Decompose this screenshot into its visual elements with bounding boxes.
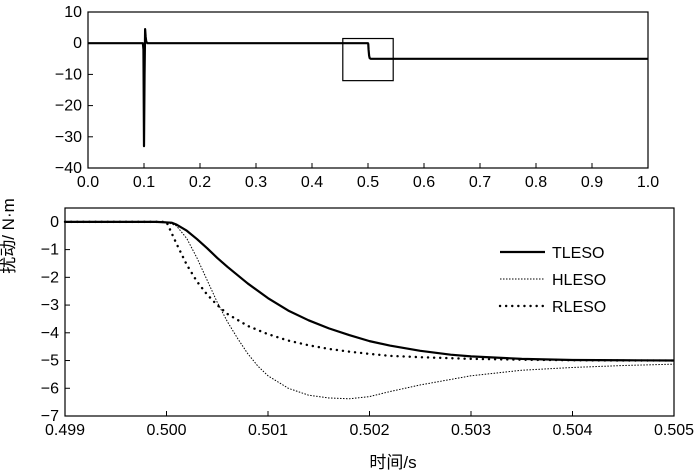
plot-frame bbox=[87, 11, 649, 169]
x-tick-label: 0.499 bbox=[45, 422, 85, 439]
y-tick-label: −10 bbox=[55, 66, 82, 83]
y-tick-label: −7 bbox=[41, 408, 59, 425]
x-tick-label: 0.8 bbox=[525, 174, 547, 191]
y-tick-label: −20 bbox=[55, 98, 82, 115]
x-tick-label: 0.3 bbox=[245, 174, 267, 191]
legend-label-rleso: RLESO bbox=[552, 299, 606, 316]
y-tick-label: −2 bbox=[41, 269, 59, 286]
x-tick-label: 0.9 bbox=[581, 174, 603, 191]
series-line-rleso bbox=[63, 220, 676, 362]
y-tick-label: −1 bbox=[41, 242, 59, 259]
x-tick-label: 0.1 bbox=[133, 174, 155, 191]
y-tick-label: 0 bbox=[73, 35, 82, 52]
x-tick-label: 0.5 bbox=[357, 174, 379, 191]
x-tick-label: 0.500 bbox=[146, 422, 186, 439]
y-tick-label: −40 bbox=[55, 160, 82, 177]
x-tick-label: 0.0 bbox=[77, 174, 99, 191]
series-line-hleso bbox=[65, 221, 675, 400]
legend-label-tleso: TLESO bbox=[552, 245, 604, 262]
x-tick-label: 1.0 bbox=[637, 174, 659, 191]
y-tick-label: −30 bbox=[55, 129, 82, 146]
y-tick-label: −4 bbox=[41, 325, 59, 342]
x-tick-label: 0.503 bbox=[451, 422, 491, 439]
x-tick-label: 0.501 bbox=[248, 422, 288, 439]
y-tick-label: −6 bbox=[41, 380, 59, 397]
y-tick-label: −5 bbox=[41, 353, 59, 370]
x-tick-label: 0.504 bbox=[552, 422, 592, 439]
series-line-tleso bbox=[65, 220, 675, 362]
zoom-region-box bbox=[342, 37, 394, 82]
x-tick-label: 0.4 bbox=[301, 174, 323, 191]
y-tick-label: 0 bbox=[50, 214, 59, 231]
bottom-panel: 0.499 0.500 0.501 0.502 0.503 0.504 0.505 0 −1 −2… bbox=[41, 207, 694, 439]
x-tick-label: 0.2 bbox=[189, 174, 211, 191]
x-tick-label: 0.502 bbox=[349, 422, 389, 439]
y-tick-label: 10 bbox=[64, 4, 82, 21]
x-tick-label: 0.505 bbox=[654, 422, 694, 439]
y-tick-label: −3 bbox=[41, 297, 59, 314]
legend-label-hleso: HLESO bbox=[552, 272, 606, 289]
top-panel: 0.0 0.1 0.2 0.3 0.4 0.5 0.6 0.7 0.8 0.9 1.0 10 0 −10 −… bbox=[55, 4, 659, 191]
x-tick-label: 0.6 bbox=[413, 174, 435, 191]
y-axis-label: 扰动/ N·m bbox=[0, 198, 18, 274]
series-line-p0-0 bbox=[88, 28, 648, 148]
x-axis-label: 时间/s bbox=[369, 453, 416, 472]
x-tick-label: 0.7 bbox=[469, 174, 491, 191]
